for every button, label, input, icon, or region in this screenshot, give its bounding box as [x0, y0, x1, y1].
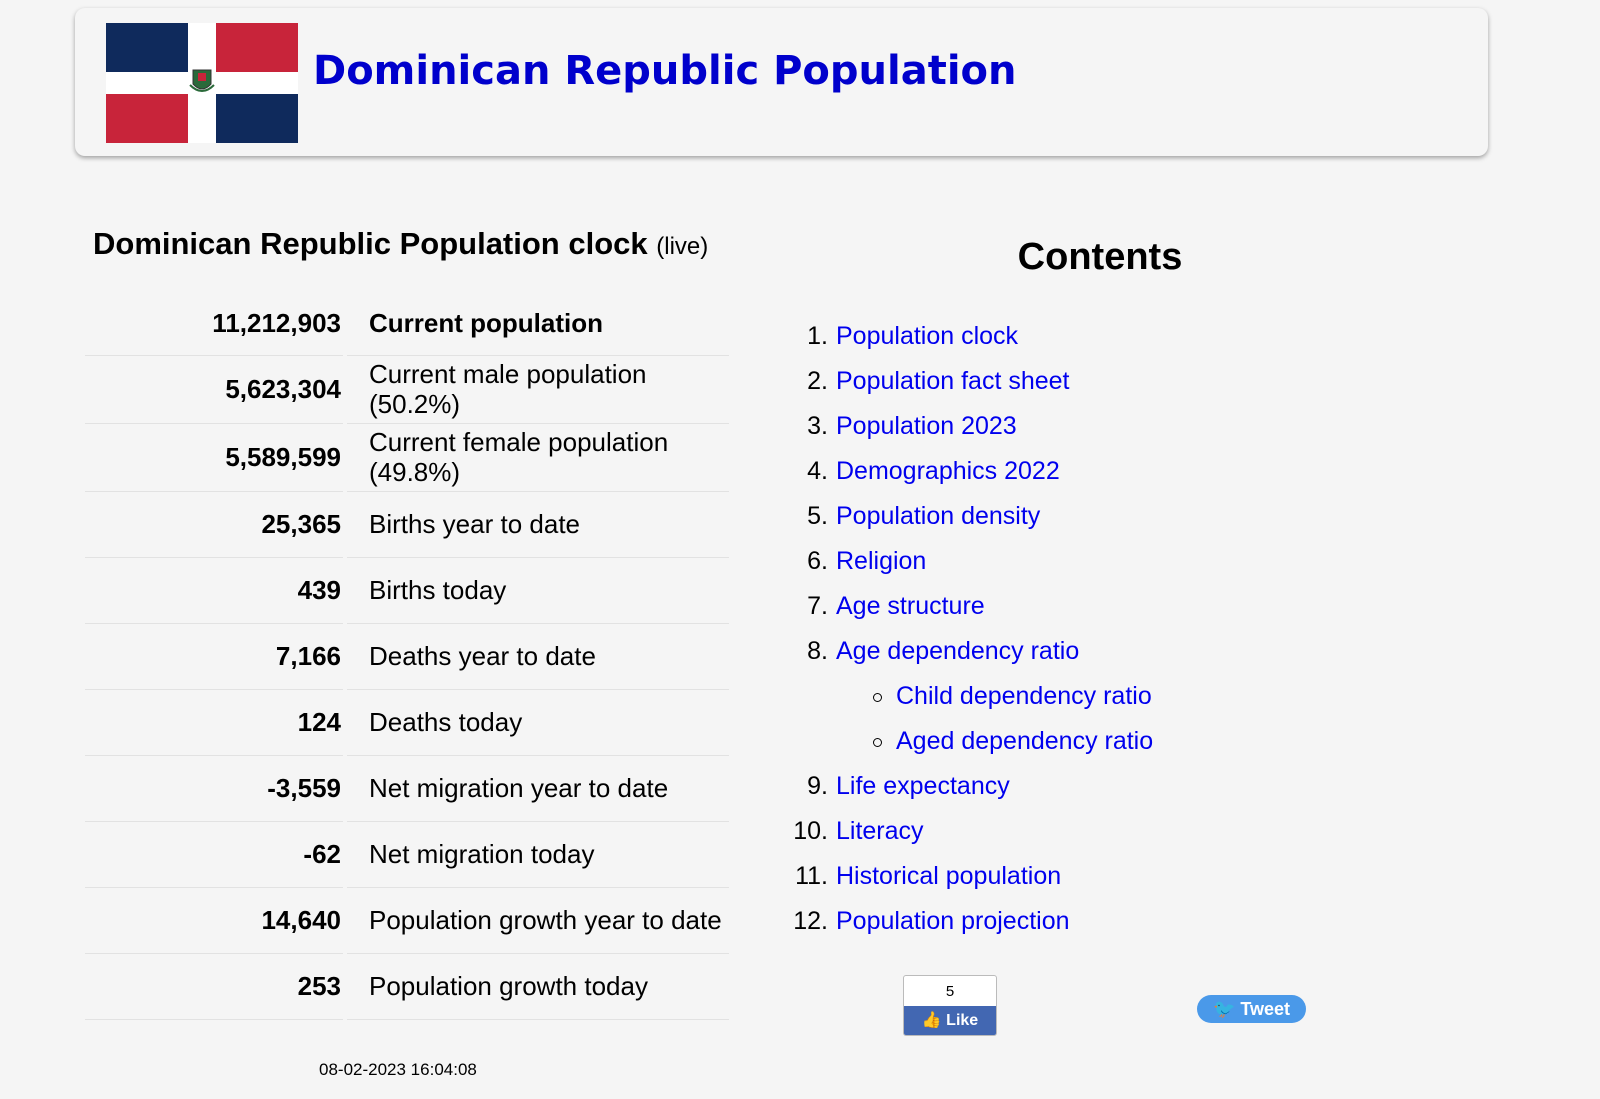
row-separator: [347, 623, 729, 624]
row-separator: [85, 423, 343, 424]
row-separator: [85, 953, 343, 954]
item-number: 10.: [793, 817, 828, 845]
contents-link[interactable]: Historical population: [836, 862, 1062, 890]
contents-link[interactable]: Population 2023: [836, 412, 1017, 440]
row-value: -3,559: [267, 773, 341, 803]
row-separator: [85, 557, 343, 558]
row-label: Population growth today: [369, 971, 648, 1001]
contents-link[interactable]: Population clock: [836, 322, 1019, 350]
contents-title: Contents: [1017, 236, 1183, 278]
row-value: 14,640: [261, 905, 341, 935]
item-number: 12.: [793, 907, 828, 935]
tweet-text: Tweet: [1240, 999, 1291, 1019]
item-number: 3.: [807, 412, 828, 440]
item-number: 9.: [807, 772, 828, 800]
timestamp: 08-02-2023 16:04:08: [319, 1060, 477, 1079]
item-number: 4.: [807, 457, 828, 485]
contents-link[interactable]: Religion: [836, 547, 927, 575]
row-value: 11,212,903: [212, 307, 341, 338]
row-separator: [85, 491, 343, 492]
contents-link[interactable]: Age structure: [836, 592, 985, 620]
row-separator: [85, 1019, 343, 1020]
row-label: Births year to date: [369, 509, 580, 539]
item-number: 8.: [807, 637, 828, 665]
row-value: 25,365: [261, 509, 341, 539]
item-number: 1.: [807, 322, 828, 350]
row-label: Current female population (49.8%): [369, 427, 669, 487]
row-value: 5,589,599: [225, 442, 341, 472]
row-separator: [347, 887, 729, 888]
item-number: 6.: [807, 547, 828, 575]
item-number: 5.: [807, 502, 828, 530]
page-title: Dominican Republic Population: [313, 48, 1017, 94]
clock-title-text: Dominican Republic Population clock: [93, 226, 648, 261]
flag: [106, 23, 298, 143]
row-separator: [347, 755, 729, 756]
contents-link[interactable]: Aged dependency ratio: [896, 727, 1154, 755]
row-separator: [347, 821, 729, 822]
row-value: 253: [297, 971, 341, 1001]
bullet: [873, 693, 882, 702]
contents-link[interactable]: Age dependency ratio: [836, 637, 1080, 665]
contents-link[interactable]: Population fact sheet: [836, 367, 1070, 395]
live-note: (live): [656, 233, 709, 260]
like-count: 5: [945, 983, 955, 1000]
contents-link[interactable]: Life expectancy: [836, 772, 1010, 800]
contents-link[interactable]: Population projection: [836, 907, 1070, 935]
contents-link[interactable]: Population density: [836, 502, 1041, 530]
row-separator: [347, 689, 729, 690]
contents-link[interactable]: Child dependency ratio: [896, 682, 1152, 710]
row-separator: [347, 557, 729, 558]
row-separator: [85, 623, 343, 624]
item-number: 11.: [795, 862, 828, 890]
row-separator: [85, 755, 343, 756]
row-value: 124: [297, 707, 341, 737]
row-separator: [347, 423, 729, 424]
row-label: Current male population (50.2%): [369, 359, 647, 419]
row-label: Net migration today: [369, 839, 595, 869]
row-separator: [85, 355, 343, 356]
contents-link[interactable]: Demographics 2022: [836, 457, 1060, 485]
row-label: Births today: [369, 575, 507, 605]
row-value: -62: [303, 839, 341, 869]
row-value: 7,166: [275, 641, 341, 671]
row-separator: [347, 1019, 729, 1020]
header: [75, 8, 1488, 156]
bullet: [873, 738, 882, 747]
item-number: 2.: [807, 367, 828, 395]
row-label: Deaths year to date: [369, 641, 596, 671]
contents-link[interactable]: Literacy: [836, 817, 924, 845]
row-value: 439: [297, 575, 341, 605]
item-number: 7.: [807, 592, 828, 620]
row-separator: [347, 491, 729, 492]
row-separator: [85, 689, 343, 690]
row-label: Deaths today: [369, 707, 523, 737]
row-separator: [347, 355, 729, 356]
row-separator: [85, 821, 343, 822]
row-value: 5,623,304: [225, 374, 341, 404]
like-label: 👍 Like: [904, 1006, 996, 1035]
like-text: Like: [946, 1012, 979, 1029]
row-separator: [85, 887, 343, 888]
row-label: Current population: [369, 307, 603, 338]
like-button[interactable]: 5 👍 Like: [903, 975, 997, 1036]
clock-title: Dominican Republic Population clock (liv…: [93, 226, 708, 262]
row-label: Population growth year to date: [369, 905, 722, 935]
row-label: Net migration year to date: [369, 773, 669, 803]
row-separator: [347, 953, 729, 954]
tweet-button[interactable]: 🐦 Tweet: [1197, 995, 1306, 1023]
